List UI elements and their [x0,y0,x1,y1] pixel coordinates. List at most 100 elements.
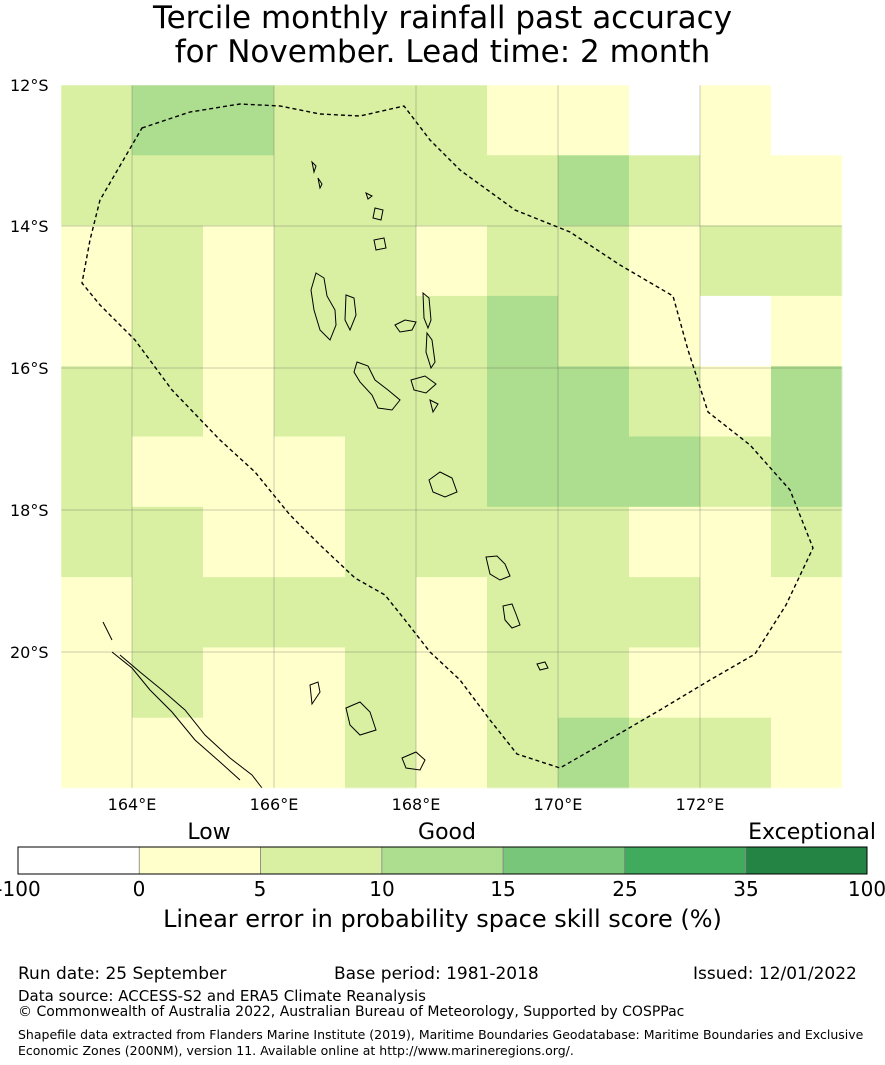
skill-cell [487,85,559,156]
colorbar-segment [17,846,140,875]
island-torres [311,160,323,190]
colorbar-segment [624,846,747,875]
skill-cell [274,155,346,227]
skill-cell [61,225,133,297]
skill-cell [700,506,772,578]
colorbar-category-low: Low [187,820,231,845]
skill-cell [771,85,843,156]
skill-cell [61,506,133,578]
colorbar-tick: 35 [733,877,759,901]
skill-cell [629,436,701,508]
skill-cell [61,295,133,367]
skill-cell [132,717,204,789]
skill-cell [771,366,843,437]
skill-cell [700,225,772,297]
skill-cell [416,295,488,367]
lon-label-172e: 172°E [675,795,725,814]
skill-cell [274,225,346,297]
skill-cell [203,366,275,437]
skill-cell [132,155,204,227]
skill-cell [345,155,417,227]
skill-cell [629,85,701,156]
skill-cell [487,506,559,578]
lat-label-14s: 14°S [10,217,49,236]
skill-cell [274,295,346,367]
skill-cell [345,366,417,437]
lon-label-166e: 166°E [249,795,299,814]
skill-cell [61,717,133,789]
skill-cell [558,225,630,297]
lat-label-16s: 16°S [10,359,49,378]
colorbar-segment [745,846,868,875]
skill-cell [345,85,417,156]
island-erromango [485,555,511,581]
data-source: Data source: ACCESS-S2 and ERA5 Climate … [18,987,426,1005]
skill-cell [558,155,630,227]
skill-cell [771,436,843,508]
skill-cell [771,647,843,719]
island-aneityum [536,661,549,671]
skill-cell [558,717,630,789]
copyright: © Commonwealth of Australia 2022, Austra… [18,1004,685,1020]
skill-cell [132,506,204,578]
shapefile-credit: Shapefile data extracted from Flanders M… [18,1027,864,1058]
skill-cell [700,366,772,437]
skill-cell [132,225,204,297]
skill-cell [132,577,204,648]
colorbar-tick: 15 [490,877,516,901]
skill-cell [558,647,630,719]
skill-cell [771,295,843,367]
skill-cell [629,647,701,719]
skill-cell [203,85,275,156]
gridlines [61,85,842,788]
skill-cell [416,577,488,648]
lon-label-170e: 170°E [533,795,583,814]
skill-cell [629,295,701,367]
skill-cell [274,577,346,648]
base-period: Base period: 1981-2018 [334,964,539,984]
island-grande-terre [102,621,263,789]
skill-cell [274,436,346,508]
skill-cell [700,647,772,719]
skill-cell [274,647,346,719]
colorbar-category-exceptional: Exceptional [748,820,876,845]
island-loyalty-ouvea [309,681,321,706]
island-pentecost [425,331,436,370]
colorbar-label: Linear error in probability space skill … [163,905,722,933]
skill-cell [132,366,204,437]
skill-cell [487,436,559,508]
colorbar [17,846,868,875]
skill-cell [274,85,346,156]
skill-cell [61,366,133,437]
skill-cell [345,436,417,508]
skill-cell [203,436,275,508]
issued-date: Issued: 12/01/2022 [693,964,857,984]
skill-cell [771,506,843,578]
skill-cell [771,225,843,297]
lon-label-164e: 164°E [107,795,157,814]
skill-cell [274,717,346,789]
skill-cell [274,366,346,437]
skill-cell [700,717,772,789]
skill-cell [558,85,630,156]
eez-boundary [81,103,814,769]
island-ambae [394,319,417,333]
skill-cell [771,717,843,789]
island-ambrym [410,375,437,394]
skill-cell [203,225,275,297]
skill-cell [700,436,772,508]
run-date: Run date: 25 September [18,964,227,984]
colorbar-tick: 10 [369,877,395,901]
skill-cell [629,366,701,437]
skill-cell [203,506,275,578]
skill-cell [771,577,843,648]
skill-cell [558,295,630,367]
skill-cell [416,717,488,789]
skill-cell [345,577,417,648]
skill-cell [558,506,630,578]
skill-cell [416,647,488,719]
island-tanna [502,603,521,629]
skill-cell [203,647,275,719]
skill-cell [487,647,559,719]
skill-cell [203,717,275,789]
